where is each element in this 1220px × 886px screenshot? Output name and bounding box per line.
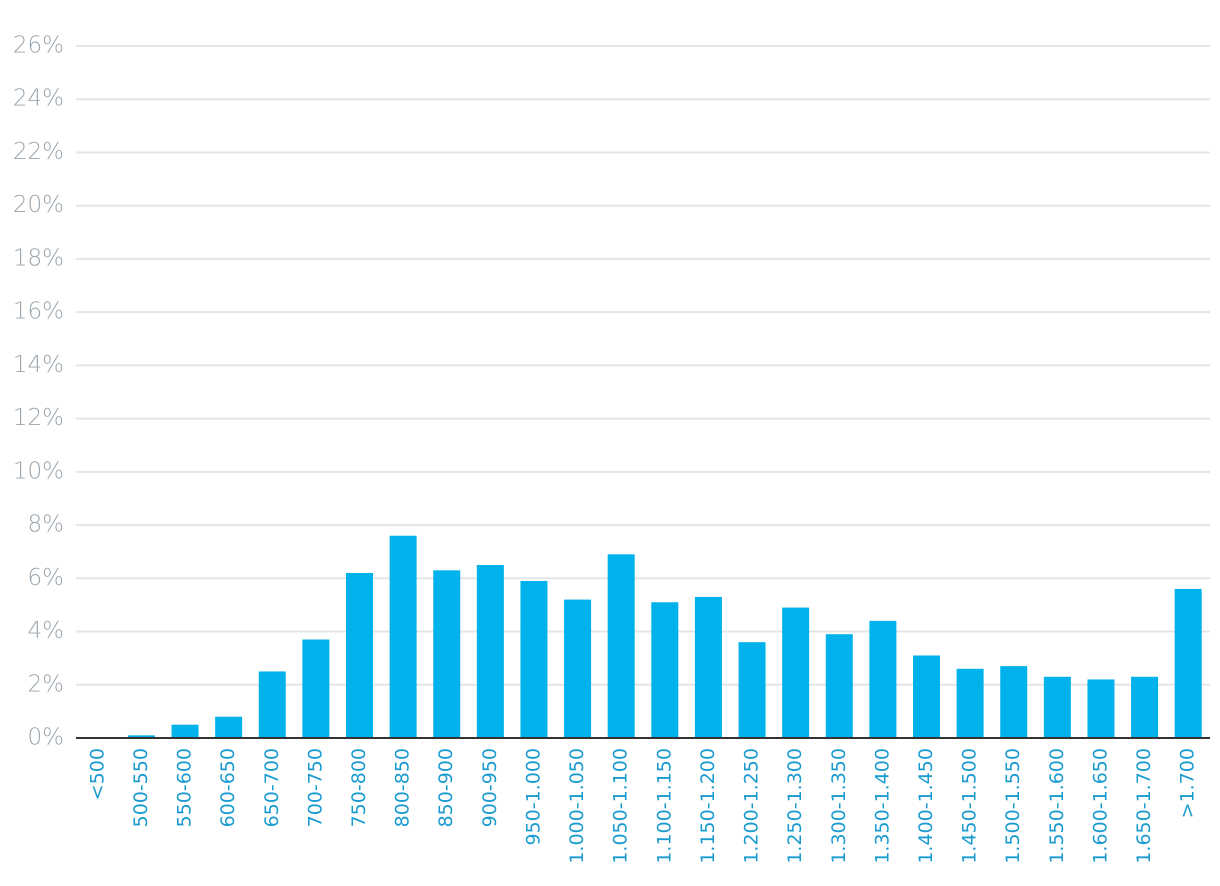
- x-tick-label: 550-600: [174, 748, 196, 827]
- y-tick-label: 14%: [13, 352, 64, 378]
- bar: [869, 620, 897, 738]
- bar: [825, 634, 853, 738]
- x-tick-label: 1.200-1.250: [741, 748, 763, 864]
- bar: [258, 671, 286, 738]
- y-tick-label: 6%: [28, 565, 65, 591]
- y-tick-label: 16%: [13, 299, 64, 325]
- y-tick-label: 26%: [13, 33, 64, 59]
- x-tick-label: 1.300-1.350: [828, 748, 850, 864]
- x-tick-label: 950-1.000: [522, 748, 544, 846]
- y-tick-label: 10%: [13, 458, 64, 484]
- x-tick-label: 850-900: [435, 748, 457, 827]
- x-tick-label: 900-950: [479, 748, 501, 827]
- x-tick-label: 1.150-1.200: [697, 748, 719, 864]
- bar: [956, 668, 984, 738]
- y-tick-label: 12%: [13, 405, 64, 431]
- y-tick-label: 4%: [28, 618, 65, 644]
- bar: [1043, 676, 1071, 738]
- bar: [433, 570, 461, 738]
- x-tick-label: 1.000-1.050: [566, 748, 588, 864]
- x-tick-label: 600-650: [217, 748, 239, 827]
- x-tick-label: 1.650-1.700: [1133, 748, 1155, 864]
- y-tick-label: 20%: [13, 192, 64, 218]
- bar: [1087, 679, 1115, 738]
- x-tick-label: 1.600-1.650: [1089, 748, 1111, 864]
- x-tick-label: 1.450-1.500: [959, 748, 981, 864]
- bar: [564, 599, 592, 738]
- bar: [476, 565, 504, 738]
- x-tick-label: 500-550: [130, 748, 152, 827]
- bar: [1174, 588, 1202, 738]
- x-tick-label: 1.550-1.600: [1046, 748, 1068, 864]
- bar: [520, 580, 548, 738]
- bar: [302, 639, 330, 738]
- x-tick-label: >1.700: [1177, 748, 1199, 818]
- x-tick-label: 1.050-1.100: [610, 748, 632, 864]
- x-tick-label: 1.500-1.550: [1002, 748, 1024, 864]
- bar: [171, 724, 199, 738]
- bar: [1131, 676, 1159, 738]
- bar: [651, 602, 679, 738]
- bar: [127, 735, 155, 738]
- x-tick-label: 1.100-1.150: [653, 748, 675, 864]
- bar: [1000, 666, 1028, 738]
- x-tick-label: 1.250-1.300: [784, 748, 806, 864]
- x-tick-label: 650-700: [261, 748, 283, 827]
- bar: [215, 716, 243, 738]
- bar: [389, 535, 417, 738]
- x-tick-label: 1.400-1.450: [915, 748, 937, 864]
- y-tick-label: 24%: [13, 86, 64, 112]
- bar: [782, 607, 810, 738]
- bar: [913, 655, 940, 738]
- y-tick-label: 8%: [28, 512, 65, 538]
- bar: [738, 642, 766, 738]
- x-tick-label: 700-750: [304, 748, 326, 827]
- y-tick-label: 18%: [13, 245, 64, 271]
- x-tick-label: 750-800: [348, 748, 370, 827]
- x-tick-label: 1.350-1.400: [871, 748, 893, 864]
- bar: [694, 596, 722, 738]
- x-tick-label: <500: [86, 748, 108, 800]
- y-tick-label: 22%: [13, 139, 64, 165]
- y-tick-label: 0%: [28, 725, 65, 751]
- bar: [607, 554, 635, 738]
- x-tick-label: 800-850: [392, 748, 414, 827]
- bar: [346, 572, 373, 738]
- y-tick-label: 2%: [28, 671, 65, 697]
